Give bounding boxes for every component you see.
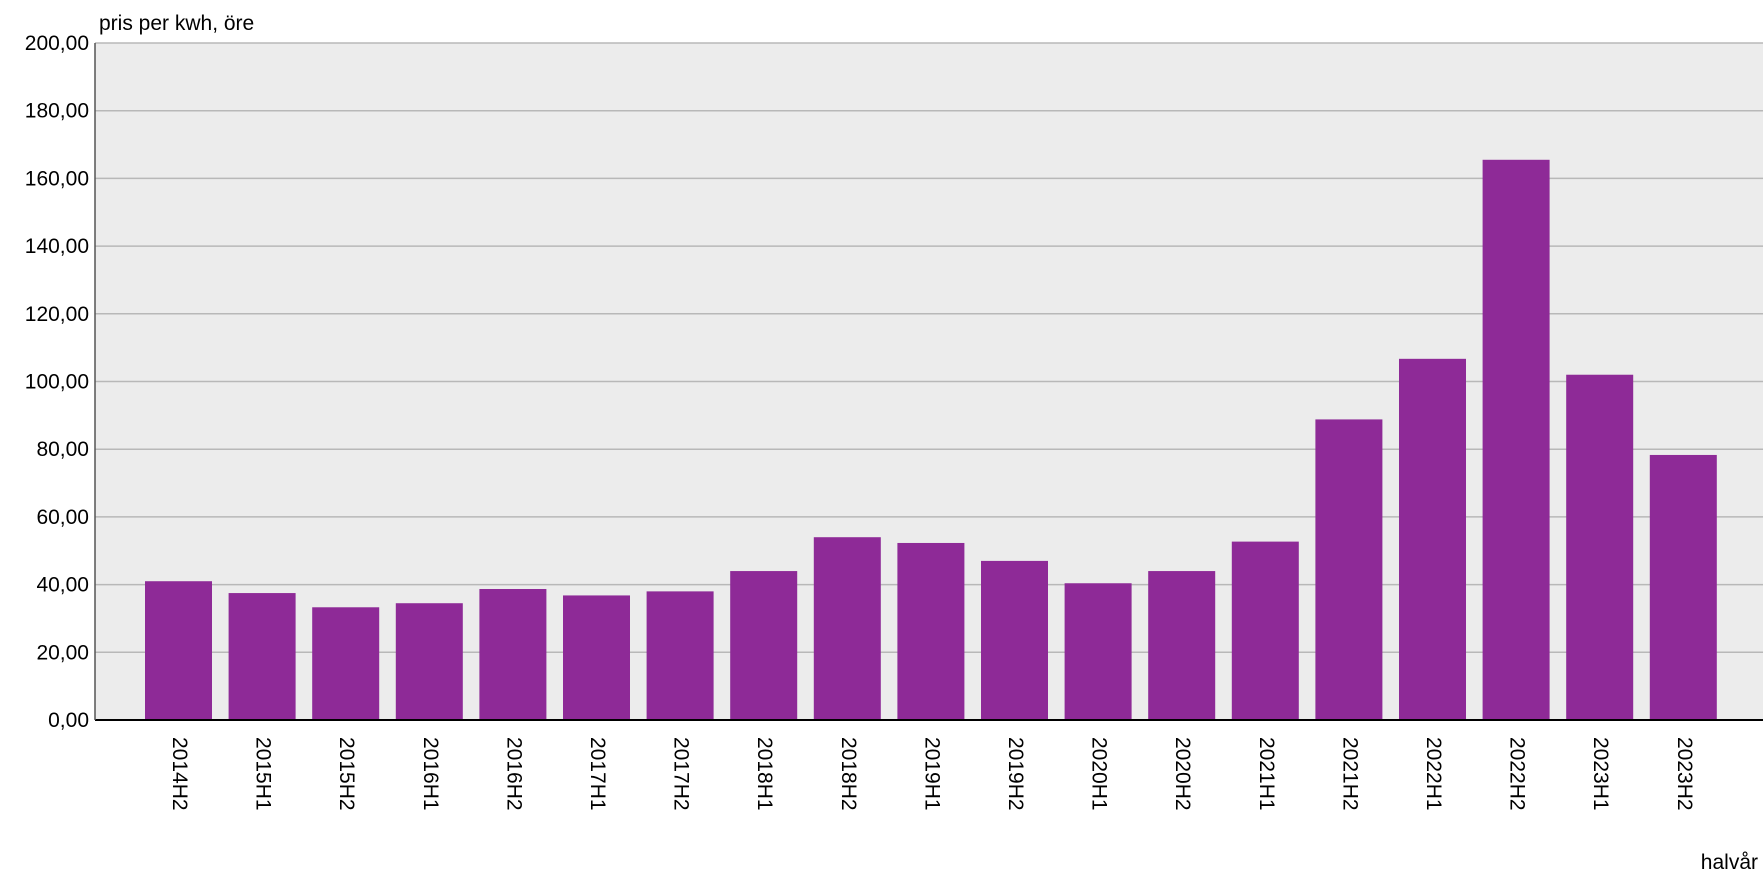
bar-2019H1 [897, 542, 965, 720]
bar-2017H1 [563, 595, 630, 720]
x-tick-label: 2019H1 [920, 737, 943, 811]
y-tick-label: 200,00 [25, 32, 89, 55]
x-tick-label: 2015H2 [335, 737, 358, 811]
y-tick-label: 120,00 [25, 303, 89, 326]
x-tick-label: 2020H2 [1171, 737, 1194, 811]
x-tick-label: 2022H1 [1422, 737, 1445, 811]
bar-2022H1 [1399, 358, 1466, 720]
bar-2015H1 [228, 593, 296, 720]
bar-2017H2 [646, 591, 714, 720]
bar-2018H1 [730, 571, 798, 720]
bar-2015H2 [312, 607, 380, 720]
x-tick-label: 2023H1 [1589, 737, 1612, 811]
x-tick-label: 2016H1 [419, 737, 442, 811]
x-tick-label: 2021H2 [1338, 737, 1361, 811]
y-axis-label: pris per kwh, öre [99, 12, 254, 35]
x-tick-label: 2015H1 [252, 737, 275, 811]
x-tick-label: 2018H2 [837, 737, 860, 811]
y-tick-label: 100,00 [25, 371, 89, 394]
y-axis-tick-labels: 0,00 20,00 40,00 60,00 80,00 100,00 120,00 140,… [25, 32, 89, 732]
bar-2023H2 [1649, 454, 1717, 720]
x-tick-label: 2018H1 [753, 737, 776, 811]
x-tick-label: 2020H1 [1088, 737, 1111, 811]
x-axis-label: halvår [1701, 851, 1758, 873]
x-tick-label: 2014H2 [168, 737, 191, 811]
x-tick-label: 2022H2 [1506, 737, 1529, 811]
bar-2014H2 [145, 581, 212, 720]
y-tick-label: 160,00 [25, 167, 89, 190]
x-tick-label: 2016H2 [502, 737, 525, 811]
bar-2016H1 [395, 603, 463, 720]
x-tick-label: 2017H2 [670, 737, 693, 811]
bar-2020H1 [1064, 583, 1132, 720]
y-tick-label: 0,00 [48, 709, 89, 732]
y-tick-label: 60,00 [36, 506, 89, 529]
bar-2021H1 [1231, 541, 1299, 720]
y-tick-label: 140,00 [25, 235, 89, 258]
x-tick-label: 2021H1 [1255, 737, 1278, 811]
y-tick-label: 40,00 [36, 574, 89, 597]
bar-2016H2 [479, 589, 547, 720]
bar-2019H2 [981, 560, 1048, 720]
x-tick-label: 2019H2 [1004, 737, 1027, 811]
bar-2023H1 [1566, 374, 1634, 720]
y-tick-label: 180,00 [25, 100, 89, 123]
bars [145, 159, 1717, 721]
x-tick-label: 2017H1 [586, 737, 609, 811]
x-tick-label: 2023H2 [1673, 737, 1696, 811]
bar-2022H2 [1482, 159, 1550, 721]
x-axis-tick-labels: 2014H2 2015H1 2015H2 2016H1 2016H2 2017H1 2017… [168, 737, 1696, 811]
y-tick-label: 80,00 [36, 438, 89, 461]
bar-2020H2 [1148, 571, 1216, 720]
bar-2018H2 [813, 537, 881, 720]
y-tick-label: 20,00 [36, 641, 89, 664]
bar-2021H2 [1315, 419, 1383, 720]
